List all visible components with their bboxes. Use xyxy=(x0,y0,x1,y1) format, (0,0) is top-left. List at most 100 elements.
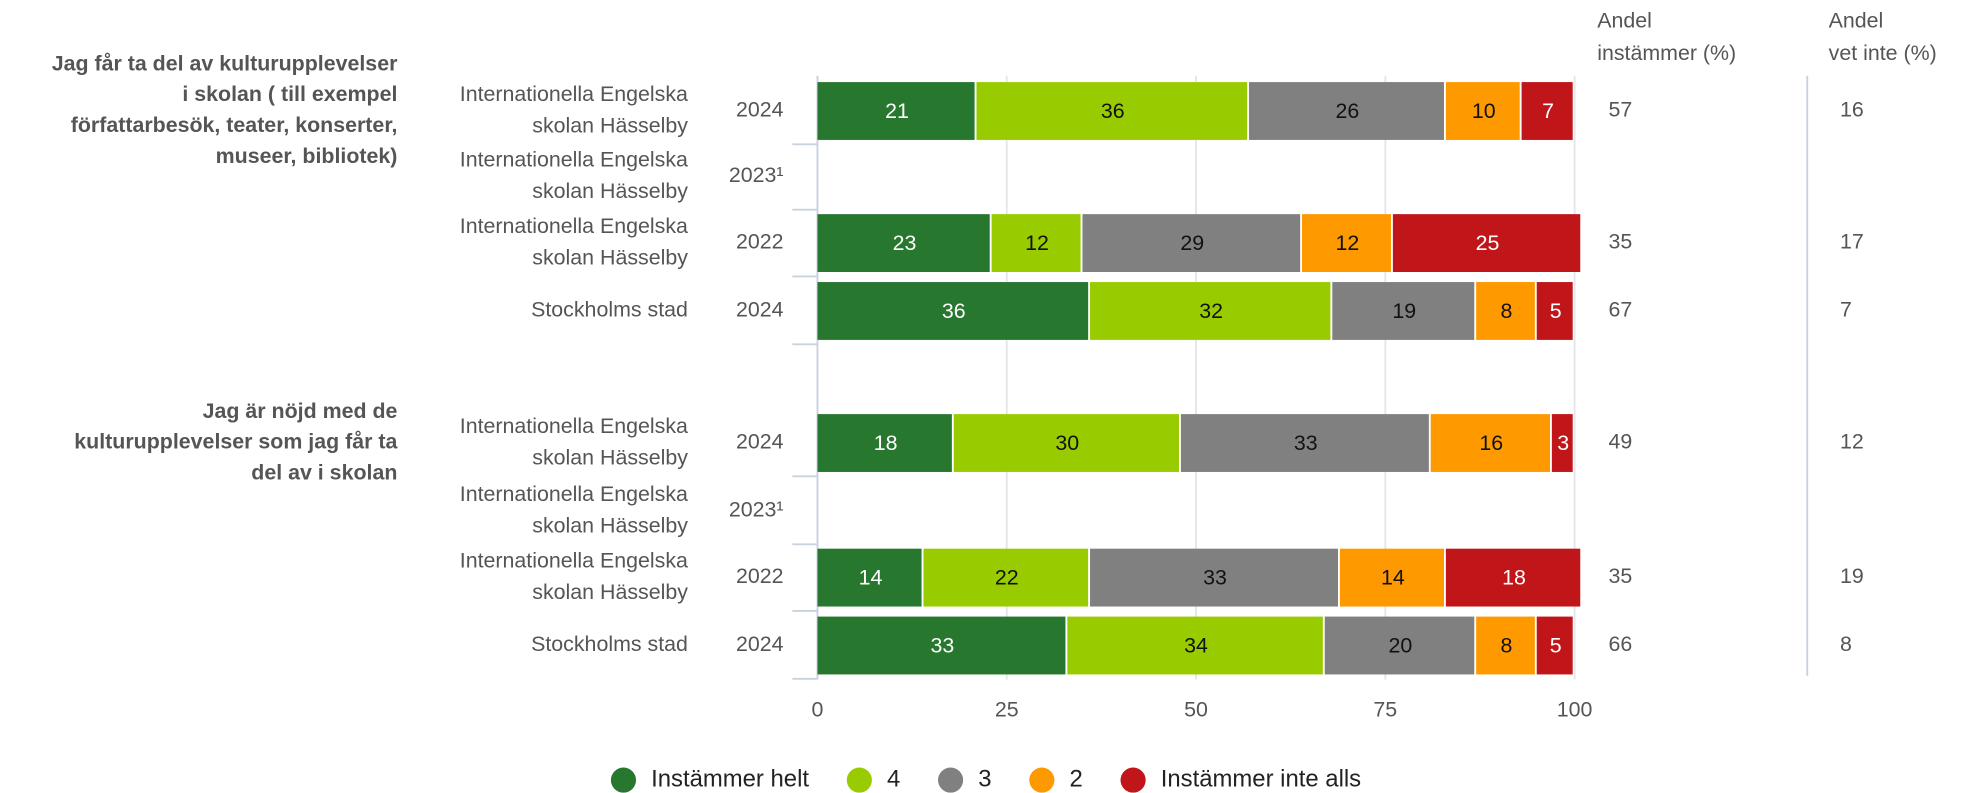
data-label: 7 xyxy=(1542,99,1554,123)
bar-segment xyxy=(1536,282,1573,340)
year-label: 2024 xyxy=(736,298,784,322)
row-label: Internationella Engelska xyxy=(460,414,688,438)
data-label: 14 xyxy=(859,566,883,590)
bar-segment xyxy=(817,82,975,140)
data-label: 30 xyxy=(1055,431,1079,455)
data-label: 18 xyxy=(1502,566,1526,590)
year-label: 2022 xyxy=(736,564,784,588)
bar-segment xyxy=(1392,214,1581,272)
column-header: Andel xyxy=(1597,8,1652,32)
column-value: 12 xyxy=(1840,430,1864,454)
data-label: 3 xyxy=(1557,431,1569,455)
column-value: 17 xyxy=(1840,230,1864,254)
row-label: Internationella Engelska xyxy=(460,549,688,573)
data-label: 25 xyxy=(1476,231,1500,255)
bar-segment xyxy=(817,548,922,607)
bar-segment xyxy=(953,414,1179,472)
column-header: vet inte (%) xyxy=(1829,41,1937,65)
bar-segment xyxy=(817,414,952,472)
bar-segment xyxy=(1339,548,1444,607)
bar-segment xyxy=(1445,82,1520,140)
question-label: museer, bibliotek) xyxy=(216,144,398,168)
x-tick-label: 25 xyxy=(995,698,1019,722)
legend-label: 2 xyxy=(1070,765,1083,792)
data-label: 14 xyxy=(1381,566,1405,590)
legend-label: Instämmer inte alls xyxy=(1161,765,1361,792)
bar-segment xyxy=(1324,616,1475,675)
year-label: 2023¹ xyxy=(729,498,784,522)
bar-segment xyxy=(1090,282,1331,340)
data-label: 10 xyxy=(1472,99,1496,123)
column-value: 35 xyxy=(1609,564,1633,588)
column-value: 16 xyxy=(1840,98,1864,122)
data-label: 36 xyxy=(942,299,966,323)
bar-segment xyxy=(1430,414,1550,472)
x-tick-label: 0 xyxy=(812,698,824,722)
x-tick-label: 100 xyxy=(1557,698,1593,722)
bar-segment xyxy=(991,214,1081,272)
bar-segment xyxy=(923,548,1089,607)
data-label: 32 xyxy=(1199,299,1223,323)
bar-segment xyxy=(1249,82,1444,140)
bar-segment xyxy=(1332,282,1475,340)
data-label: 33 xyxy=(1294,431,1318,455)
question-label: Jag får ta del av kulturupplevelser xyxy=(52,51,398,75)
bar-segment xyxy=(1536,616,1573,675)
data-label: 12 xyxy=(1025,231,1049,255)
data-label: 29 xyxy=(1180,231,1204,255)
data-label: 18 xyxy=(874,431,898,455)
column-value: 19 xyxy=(1840,564,1864,588)
data-label: 23 xyxy=(893,231,917,255)
legend-marker xyxy=(846,767,872,793)
bar-segment xyxy=(1521,82,1573,140)
column-value: 67 xyxy=(1609,298,1633,322)
data-label: 36 xyxy=(1101,99,1125,123)
bar-segment xyxy=(1476,282,1535,340)
bar-segment xyxy=(817,282,1089,340)
column-header: instämmer (%) xyxy=(1597,41,1736,65)
bar-segment xyxy=(1067,616,1323,675)
row-label: skolan Hässelby xyxy=(532,580,688,604)
row-label: Internationella Engelska xyxy=(460,214,688,238)
data-label: 33 xyxy=(1203,566,1227,590)
question-label: del av i skolan xyxy=(251,460,397,484)
column-value: 49 xyxy=(1609,430,1633,454)
question-label: författarbesök, teater, konserter, xyxy=(71,113,398,137)
year-label: 2023¹ xyxy=(729,163,784,187)
x-tick-label: 75 xyxy=(1373,698,1397,722)
row-label: skolan Hässelby xyxy=(532,513,688,537)
year-label: 2024 xyxy=(736,98,784,122)
legend-marker xyxy=(1029,767,1055,793)
bar-segment xyxy=(1445,548,1581,607)
row-label: Stockholms stad xyxy=(531,632,688,656)
data-label: 16 xyxy=(1479,431,1503,455)
column-value: 66 xyxy=(1609,632,1633,656)
bar-segment xyxy=(1082,214,1301,272)
data-label: 20 xyxy=(1389,633,1413,657)
bar-segment xyxy=(817,214,990,272)
data-label: 34 xyxy=(1184,633,1208,657)
legend-label: Instämmer helt xyxy=(651,765,809,792)
row-label: skolan Hässelby xyxy=(532,445,688,469)
bar-segment xyxy=(976,82,1248,140)
row-label: Internationella Engelska xyxy=(460,147,688,171)
year-label: 2024 xyxy=(736,430,784,454)
question-label: kulturupplevelser som jag får ta xyxy=(74,430,398,454)
bar-segment xyxy=(1180,414,1429,472)
data-label: 19 xyxy=(1392,299,1416,323)
column-value: 57 xyxy=(1609,98,1633,122)
column-value: 8 xyxy=(1840,632,1852,656)
row-label: Stockholms stad xyxy=(531,298,688,322)
data-label: 8 xyxy=(1500,633,1512,657)
row-label: Internationella Engelska xyxy=(460,482,688,506)
x-tick-label: 50 xyxy=(1184,698,1208,722)
data-label: 12 xyxy=(1336,231,1360,255)
legend-marker xyxy=(938,767,964,793)
column-header: Andel xyxy=(1829,8,1884,32)
column-value: 35 xyxy=(1609,230,1633,254)
data-label: 26 xyxy=(1336,99,1360,123)
bar-segment xyxy=(1090,548,1338,607)
legend-marker xyxy=(1120,767,1146,793)
legend-marker xyxy=(610,767,637,793)
